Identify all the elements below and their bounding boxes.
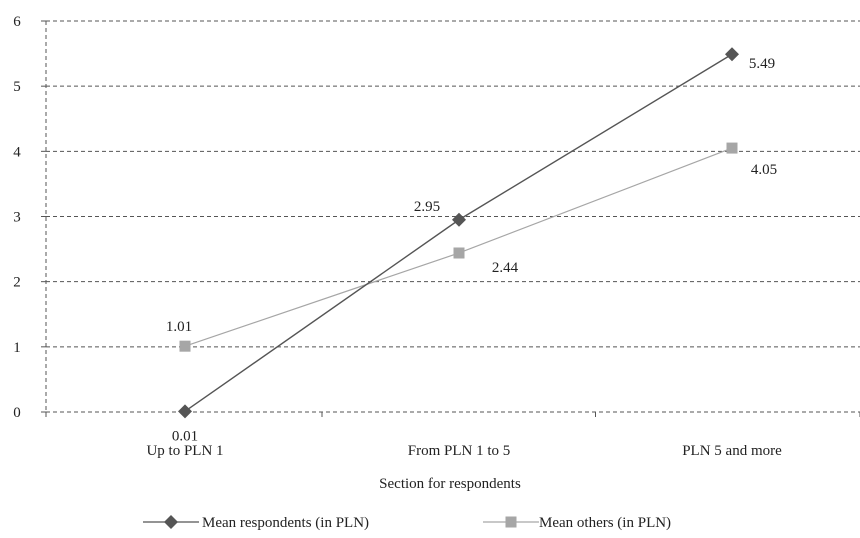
series-line xyxy=(184,53,733,412)
legend-item: Mean respondents (in PLN) xyxy=(143,515,369,531)
data-label: 2.44 xyxy=(492,260,519,276)
data-point-marker xyxy=(726,142,738,154)
grid-lines xyxy=(46,20,860,348)
y-tick-label: 1 xyxy=(13,340,21,356)
data-labels: 1.01 2.44 4.05 0.01 2.95 5.49 xyxy=(166,56,777,444)
legend-label: Mean respondents (in PLN) xyxy=(202,515,369,531)
series-line xyxy=(184,147,733,347)
x-category-label: PLN 5 and more xyxy=(682,443,782,459)
y-tick-label: 4 xyxy=(13,144,21,160)
data-point-marker xyxy=(453,247,465,259)
legend: Mean respondents (in PLN) Mean others (in… xyxy=(143,515,671,531)
y-tick-labels: 0 1 2 3 4 5 6 xyxy=(13,14,21,421)
data-label: 4.05 xyxy=(751,162,777,178)
data-point-marker xyxy=(452,212,466,227)
data-label: 1.01 xyxy=(166,319,192,335)
data-point-marker xyxy=(178,404,192,419)
x-category-label: Up to PLN 1 xyxy=(146,443,223,459)
x-axis-title: Section for respondents xyxy=(379,476,521,492)
legend-item: Mean others (in PLN) xyxy=(483,515,671,531)
legend-marker xyxy=(505,516,517,528)
data-label: 0.01 xyxy=(172,428,198,444)
y-tick-label: 6 xyxy=(13,14,21,30)
data-point-marker xyxy=(179,340,191,352)
y-tick-label: 2 xyxy=(13,275,21,291)
category-labels: Up to PLN 1 From PLN 1 to 5 PLN 5 and more xyxy=(146,443,782,459)
legend-label: Mean others (in PLN) xyxy=(539,515,671,531)
legend-marker xyxy=(164,515,178,529)
axes xyxy=(41,20,860,417)
y-tick-label: 5 xyxy=(13,79,21,95)
series-lines xyxy=(178,47,739,419)
x-category-label: From PLN 1 to 5 xyxy=(408,443,511,459)
y-tick-label: 0 xyxy=(13,405,21,421)
data-label: 5.49 xyxy=(749,56,775,72)
data-label: 2.95 xyxy=(414,199,440,215)
y-tick-label: 3 xyxy=(13,210,21,226)
data-point-marker xyxy=(725,47,739,62)
